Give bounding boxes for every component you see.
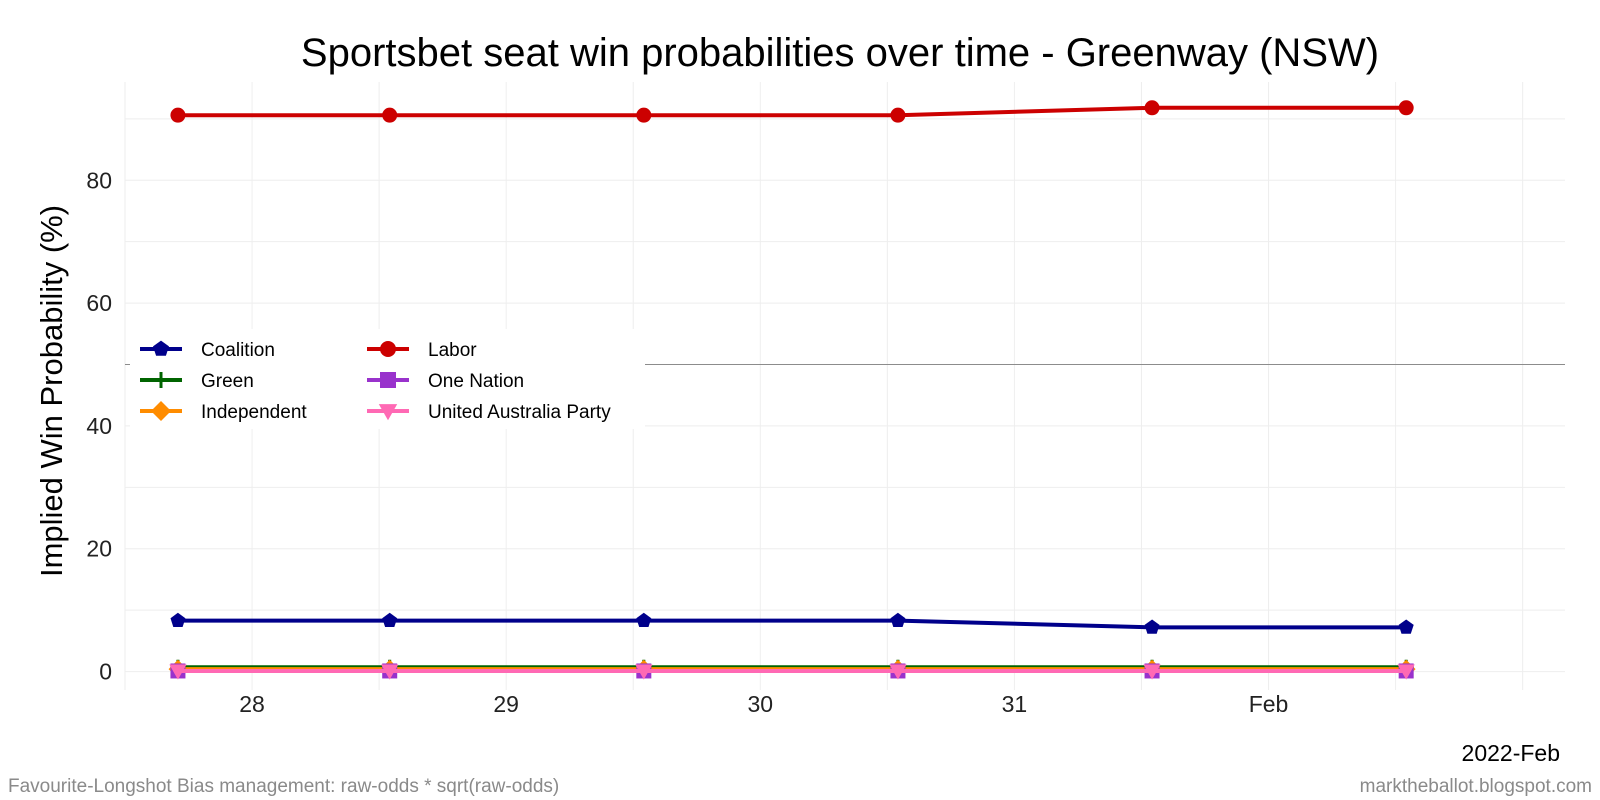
data-point [169, 664, 187, 680]
data-point [1144, 619, 1160, 634]
data-point [890, 612, 906, 627]
data-point [1397, 664, 1415, 680]
x-axis-ticks: 28 29 30 31 Feb [239, 691, 1288, 717]
x-tick-label: Feb [1249, 691, 1289, 717]
legend-item: Labor [367, 340, 477, 361]
data-point [890, 107, 906, 123]
data-point [382, 612, 398, 627]
legend-label: Coalition [201, 340, 275, 361]
legend-label: One Nation [428, 371, 524, 392]
x-tick-label: 29 [493, 691, 519, 717]
series-line [177, 618, 1407, 630]
data-point [170, 107, 186, 123]
legend-item: United Australia Party [367, 402, 611, 423]
series-united-australia-party [169, 664, 1415, 680]
data-point [380, 341, 396, 357]
series-layer [168, 100, 1416, 680]
y-tick-label: 60 [86, 290, 112, 316]
legend-label: Labor [428, 340, 477, 361]
legend-label: Independent [201, 402, 307, 423]
caption-method: Favourite-Longshot Bias management: raw-… [8, 776, 559, 797]
legend-item: Independent [140, 401, 307, 423]
data-point [889, 664, 907, 680]
legend-item: Green [140, 371, 254, 392]
y-axis-label: Implied Win Probability (%) [34, 205, 69, 577]
x-axis-year-month-label: 2022-Feb [1462, 740, 1560, 766]
data-point [380, 372, 396, 388]
data-point [636, 107, 652, 123]
data-point [378, 404, 398, 421]
data-point [153, 340, 169, 356]
series-labor [170, 100, 1414, 123]
series-coalition [170, 612, 1414, 634]
data-point [170, 612, 186, 627]
data-point [381, 664, 399, 680]
x-tick-label: 30 [747, 691, 773, 717]
data-point [1144, 100, 1160, 116]
chart-title: Sportsbet seat win probabilities over ti… [301, 31, 1379, 75]
x-tick-label: 28 [239, 691, 265, 717]
y-axis-ticks: 0 20 40 60 80 [86, 167, 112, 684]
y-tick-label: 80 [86, 167, 112, 193]
legend-item: Coalition [140, 340, 275, 361]
y-tick-label: 0 [99, 659, 112, 685]
legend-label: United Australia Party [428, 402, 611, 423]
legend-item: One Nation [367, 371, 524, 392]
data-point [1398, 100, 1414, 116]
caption-source: marktheballot.blogspot.com [1360, 776, 1592, 797]
series-line [177, 105, 1407, 118]
data-point [1143, 664, 1161, 680]
data-point [1398, 619, 1414, 634]
data-point [636, 612, 652, 627]
data-point [153, 372, 169, 388]
legend-label: Green [201, 371, 254, 392]
data-point [151, 401, 171, 421]
x-tick-label: 31 [1002, 691, 1028, 717]
y-tick-label: 20 [86, 536, 112, 562]
y-tick-label: 40 [86, 413, 112, 439]
legend: Coalition Green Independent Labor One Nation… [130, 329, 645, 429]
data-point [382, 107, 398, 123]
data-point [635, 664, 653, 680]
